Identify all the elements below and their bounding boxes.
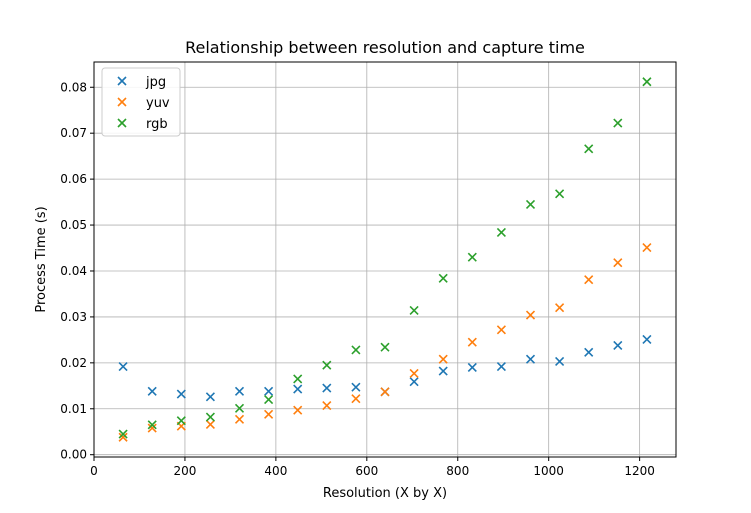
data-point-jpg <box>293 384 303 394</box>
data-point-yuv <box>118 432 128 442</box>
data-point-rgb <box>467 252 477 262</box>
x-tick-label: 600 <box>355 464 378 478</box>
x-axis-label: Resolution (X by X) <box>323 486 447 501</box>
data-point-yuv <box>584 275 594 285</box>
data-point-rgb <box>555 189 565 199</box>
axis-ticks: 0 200 400 600 800 1000 1200 0.00 0.01 0.02 0.03 0.0… <box>60 80 655 478</box>
chart-title: Relationship between resolution and capt… <box>185 38 585 57</box>
data-point-jpg <box>525 354 536 364</box>
data-point-rgb <box>264 395 274 405</box>
data-point-yuv <box>205 419 215 429</box>
data-point-yuv <box>525 310 536 320</box>
data-point-yuv <box>613 258 623 268</box>
data-point-jpg <box>234 386 245 396</box>
data-point-rgb <box>438 273 448 283</box>
data-point-rgb <box>496 227 506 237</box>
data-point-rgb <box>584 144 594 154</box>
legend-label-rgb: rgb <box>146 117 168 132</box>
data-point-yuv <box>467 337 477 347</box>
data-point-rgb <box>642 77 652 87</box>
data-point-yuv <box>555 303 565 313</box>
data-point-jpg <box>118 361 128 372</box>
data-point-rgb <box>525 199 536 209</box>
data-point-yuv <box>438 354 448 364</box>
data-point-jpg <box>555 356 565 367</box>
data-point-jpg <box>264 386 274 396</box>
data-point-jpg <box>351 382 361 392</box>
data-point-jpg <box>438 366 448 376</box>
legend-label-jpg: jpg <box>145 75 166 90</box>
data-point-rgb <box>147 420 157 430</box>
legend-marker-jpg <box>117 76 127 86</box>
legend-box <box>101 67 181 137</box>
data-point-rgb <box>322 360 332 370</box>
y-tick-label: 0.06 <box>60 172 87 186</box>
x-tick-label: 0 <box>90 464 98 478</box>
data-point-rgb <box>380 342 390 352</box>
y-tick-label: 0.01 <box>60 402 87 416</box>
data-point-jpg <box>176 389 186 399</box>
data-point-yuv <box>264 409 274 419</box>
data-point-yuv <box>234 414 245 424</box>
data-point-yuv <box>409 368 419 378</box>
data-point-jpg <box>496 361 506 372</box>
data-point-yuv <box>380 387 390 397</box>
data-point-jpg <box>642 334 652 344</box>
data-point-yuv <box>293 405 303 415</box>
legend: jpg yuv rgb <box>101 67 181 137</box>
data-points <box>118 77 652 442</box>
legend-label-yuv: yuv <box>146 96 170 111</box>
legend-marker-yuv <box>117 97 127 107</box>
data-point-rgb <box>293 374 303 384</box>
data-point-jpg <box>613 340 623 350</box>
data-point-rgb <box>409 305 419 316</box>
y-tick-label: 0.02 <box>60 356 87 370</box>
grid-lines <box>93 62 676 457</box>
y-tick-label: 0.00 <box>60 448 87 462</box>
data-point-yuv <box>147 423 157 433</box>
y-tick-label: 0.03 <box>60 310 87 324</box>
data-point-yuv <box>496 325 506 335</box>
data-point-jpg <box>467 362 477 373</box>
data-point-rgb <box>351 345 361 355</box>
x-tick-label: 800 <box>446 464 469 478</box>
data-point-jpg <box>147 386 157 396</box>
data-point-rgb <box>176 416 186 426</box>
data-point-rgb <box>234 403 245 413</box>
data-point-jpg <box>205 392 215 402</box>
data-point-jpg <box>322 383 332 393</box>
y-axis-label: Process Time (s) <box>34 206 49 312</box>
data-point-yuv <box>322 400 332 411</box>
y-tick-label: 0.05 <box>60 218 87 232</box>
data-point-yuv <box>642 242 652 253</box>
data-point-rgb <box>205 412 215 422</box>
data-point-rgb <box>613 118 623 128</box>
y-tick-label: 0.07 <box>60 126 87 140</box>
data-point-rgb <box>118 429 128 439</box>
x-tick-label: 400 <box>264 464 287 478</box>
x-tick-label: 1000 <box>533 464 564 478</box>
data-point-jpg <box>584 347 594 357</box>
y-tick-label: 0.04 <box>60 264 87 278</box>
data-point-jpg <box>409 377 419 387</box>
data-point-yuv <box>351 394 361 404</box>
y-tick-label: 0.08 <box>60 80 87 94</box>
plot-frame <box>93 61 677 458</box>
x-tick-label: 1200 <box>624 464 655 478</box>
x-tick-label: 200 <box>173 464 196 478</box>
legend-marker-rgb <box>117 118 127 128</box>
